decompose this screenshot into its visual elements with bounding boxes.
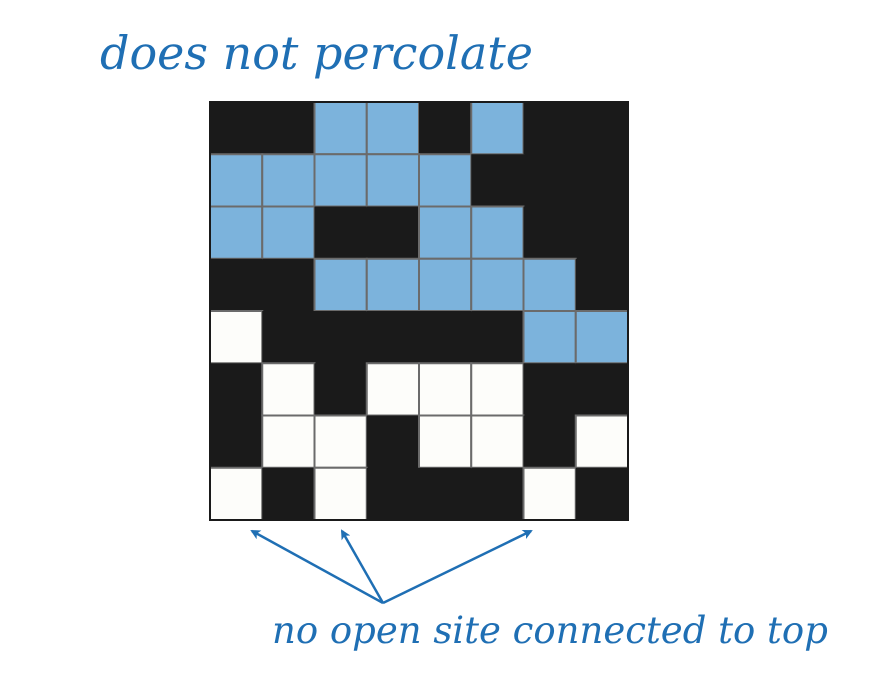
blocked-site — [523, 206, 576, 259]
full-site — [418, 205, 473, 260]
blocked-site — [366, 415, 419, 468]
blocked-site — [575, 206, 628, 259]
blocked-site — [471, 311, 524, 364]
full-site — [470, 205, 525, 260]
full-site — [365, 257, 420, 312]
diagram-caption: no open site connected to top — [272, 609, 828, 652]
blocked-site — [575, 102, 628, 155]
blocked-site — [523, 415, 576, 468]
blocked-site — [471, 467, 524, 520]
open-site — [522, 466, 577, 521]
blocked-site — [210, 258, 263, 311]
blocked-site — [262, 467, 315, 520]
open-site — [418, 362, 473, 417]
full-site — [261, 205, 316, 260]
blocked-site — [575, 258, 628, 311]
open-site — [209, 310, 264, 365]
open-site — [470, 362, 525, 417]
open-site — [365, 362, 420, 417]
full-site — [418, 257, 473, 312]
blocked-site — [523, 102, 576, 155]
blocked-site — [523, 363, 576, 416]
blocked-site — [419, 467, 472, 520]
open-site — [418, 414, 473, 469]
full-site — [209, 153, 264, 208]
blocked-site — [314, 311, 367, 364]
blocked-site — [419, 311, 472, 364]
full-site — [313, 257, 368, 312]
blocked-site — [366, 467, 419, 520]
blocked-site — [575, 467, 628, 520]
blocked-site — [210, 363, 263, 416]
full-site — [470, 101, 525, 156]
open-site — [470, 414, 525, 469]
open-site — [261, 362, 316, 417]
full-site — [365, 101, 420, 156]
open-site — [574, 414, 629, 469]
blocked-site — [262, 102, 315, 155]
blocked-site — [366, 206, 419, 259]
full-site — [470, 257, 525, 312]
grid-border — [209, 101, 629, 521]
open-site — [313, 466, 368, 521]
pointer-arrow — [250, 529, 384, 605]
percolation-grid — [209, 101, 629, 521]
blocked-site — [210, 415, 263, 468]
blocked-site — [575, 154, 628, 207]
arrow-group — [250, 529, 533, 605]
blocked-site — [419, 102, 472, 155]
full-site — [574, 310, 629, 365]
open-site — [209, 466, 264, 521]
diagram-title: does not percolate — [100, 26, 533, 80]
full-site — [209, 205, 264, 260]
open-site — [313, 414, 368, 469]
blocked-site — [210, 102, 263, 155]
blocked-site — [471, 154, 524, 207]
blocked-site — [262, 311, 315, 364]
open-site — [261, 414, 316, 469]
blocked-site — [575, 363, 628, 416]
full-site — [522, 257, 577, 312]
full-site — [365, 153, 420, 208]
full-site — [313, 153, 368, 208]
blocked-site — [314, 206, 367, 259]
pointer-arrow — [382, 529, 533, 605]
blocked-site — [523, 154, 576, 207]
pointer-arrow — [340, 529, 385, 604]
blocked-site — [314, 363, 367, 416]
full-site — [418, 153, 473, 208]
full-site — [522, 310, 577, 365]
blocked-site — [366, 311, 419, 364]
blocked-site — [262, 258, 315, 311]
full-site — [261, 153, 316, 208]
full-site — [313, 101, 368, 156]
